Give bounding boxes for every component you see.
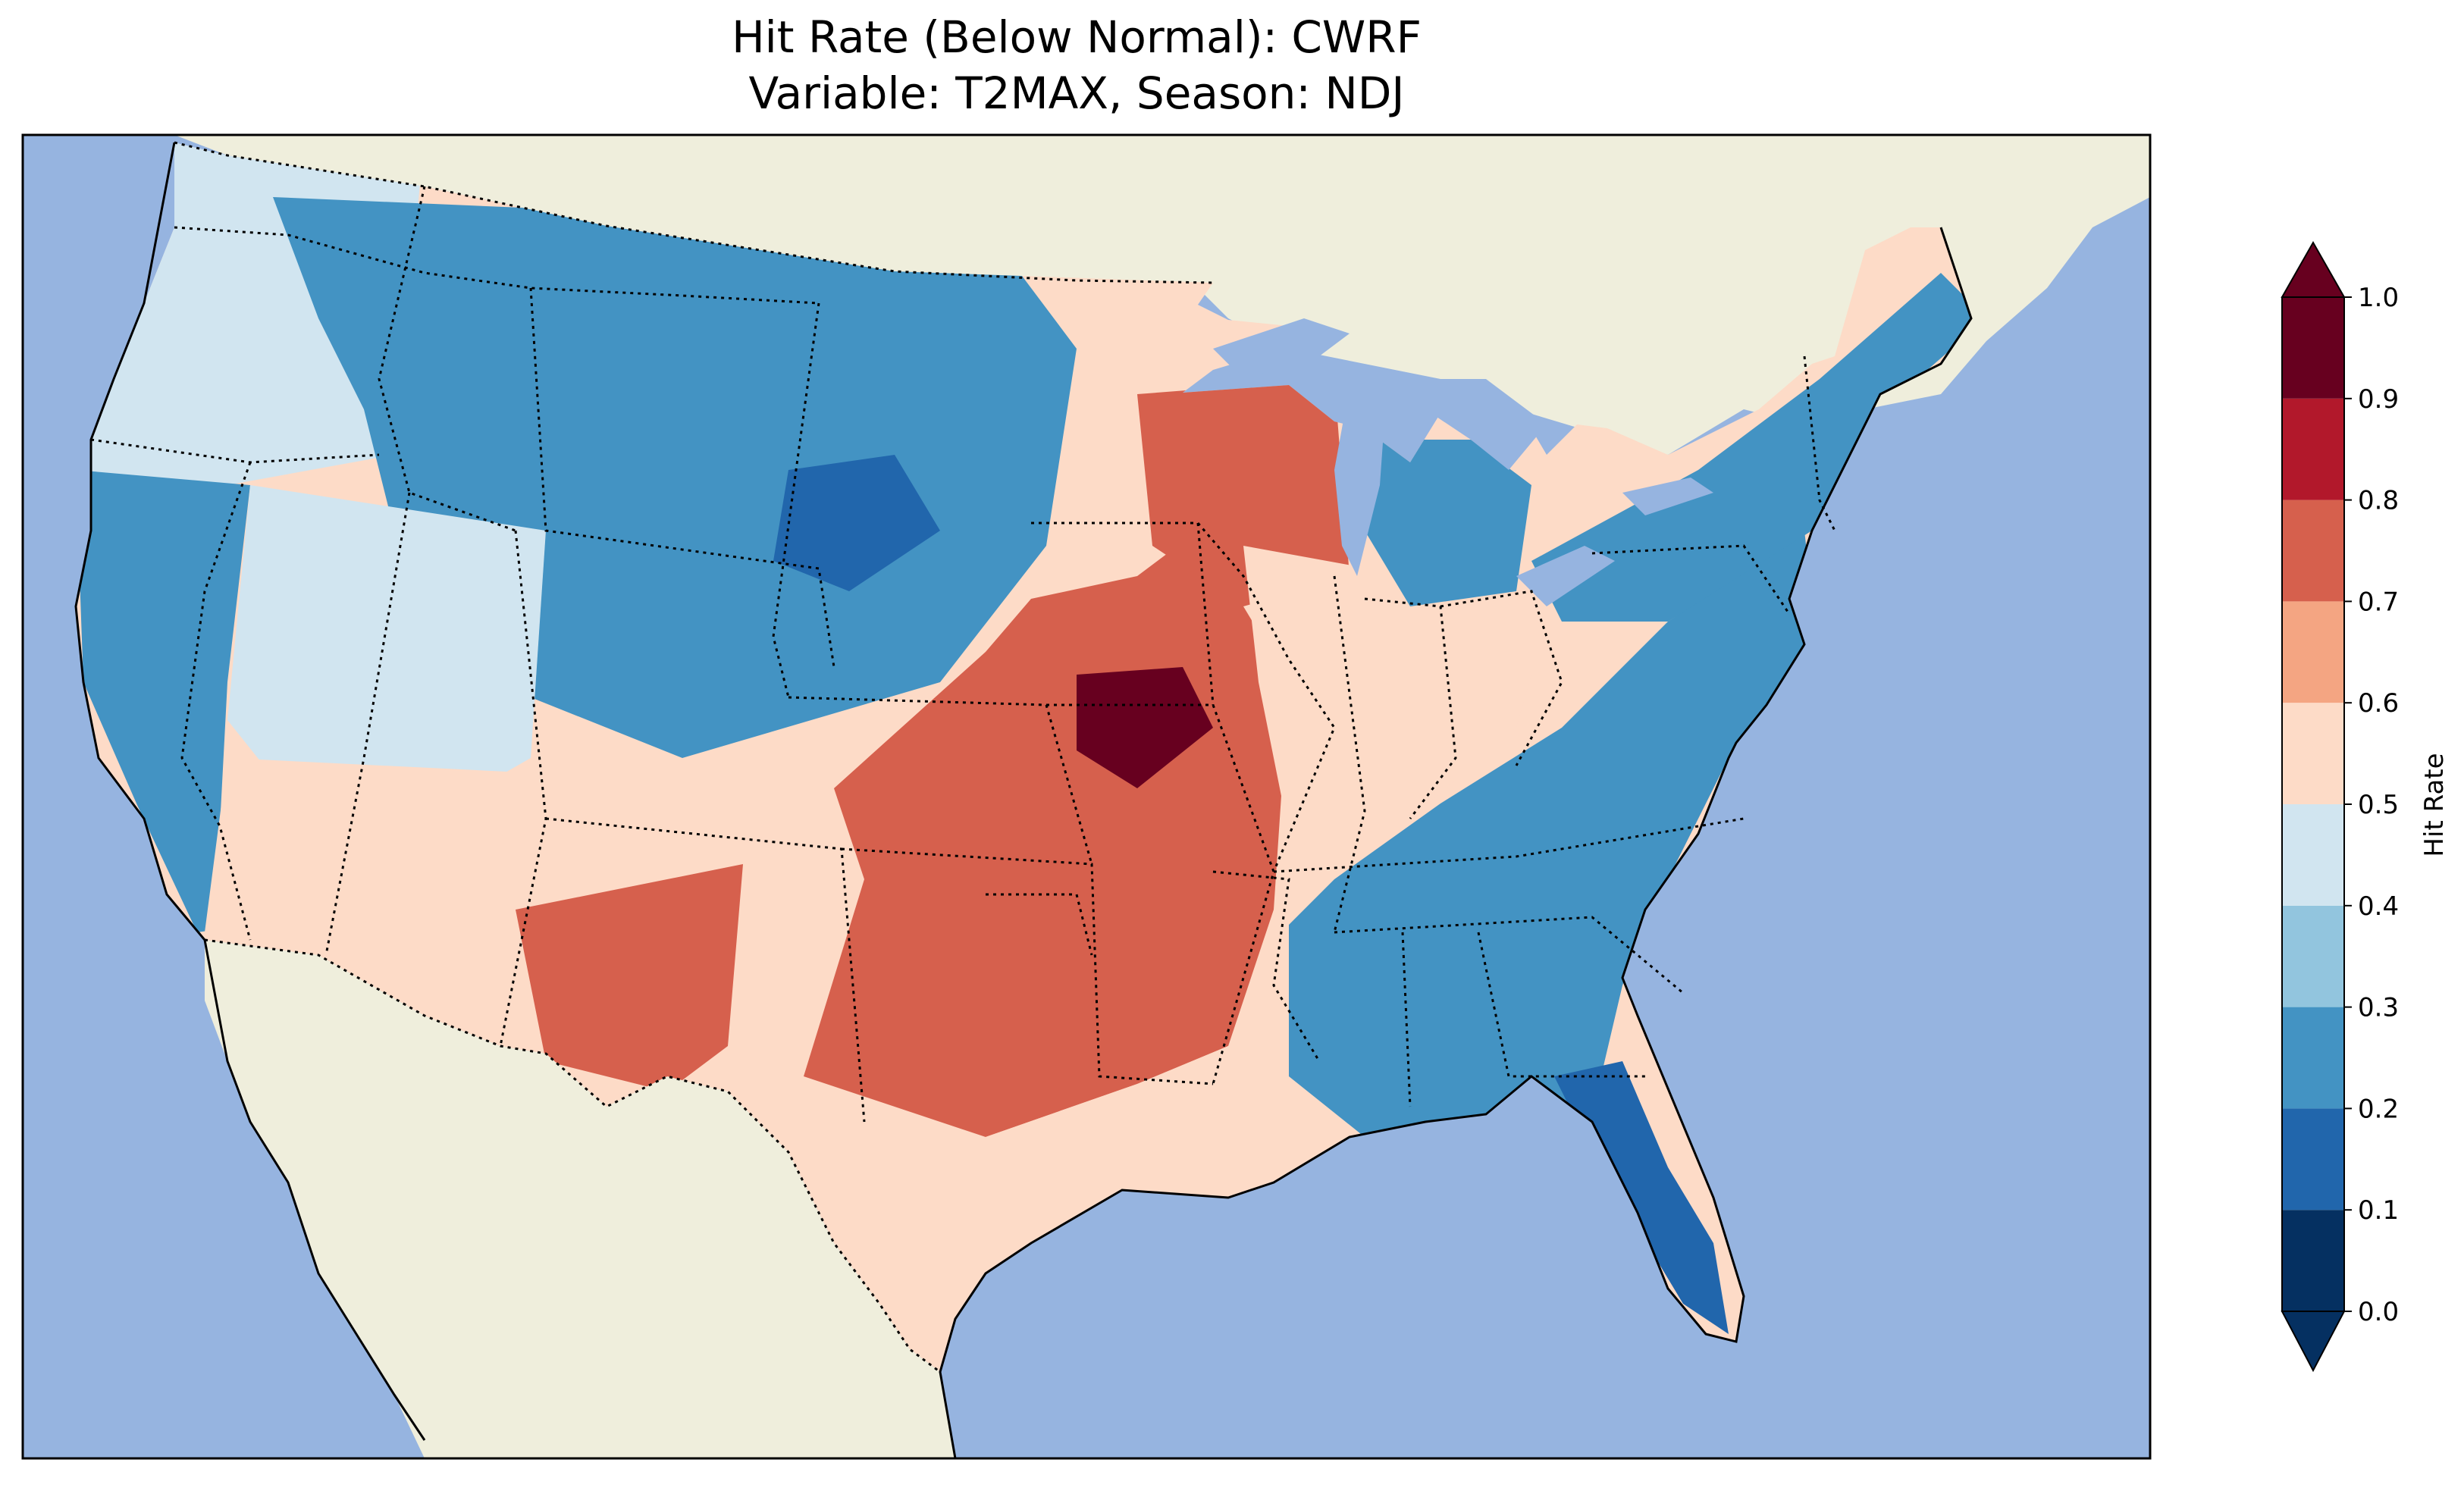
- colorbar-tick-label: 0.0: [2358, 1297, 2399, 1327]
- canada-land: [174, 135, 2150, 455]
- colorbar-tick-label: 1.0: [2358, 283, 2399, 313]
- colorbar-tick-label: 0.2: [2358, 1094, 2399, 1124]
- colorbar-bin: [2282, 703, 2344, 804]
- colorbar-tick-label: 0.4: [2358, 891, 2399, 922]
- great-lakes: [1213, 318, 1713, 606]
- colorbar-bin: [2282, 905, 2344, 1007]
- east-coastline: [939, 227, 1973, 1458]
- region-michigan: [1365, 440, 1531, 606]
- colorbar-bin: [2282, 1210, 2344, 1311]
- colorbar-tick-label: 0.5: [2358, 790, 2399, 820]
- colorbar-bin: [2282, 1108, 2344, 1211]
- us-mexico-border: [204, 938, 941, 1373]
- colorbar-bin: [2282, 1007, 2344, 1109]
- region-gulf-coast-texas: [804, 1046, 1289, 1319]
- colorbar-tick-label: 0.7: [2358, 587, 2399, 617]
- coastline: [74, 142, 426, 1441]
- state-borders: [90, 186, 1836, 1123]
- colorbar-tick-label: 0.3: [2358, 993, 2399, 1023]
- region-iowa-missouri-peak: [1077, 667, 1213, 788]
- region-florida-peninsula: [1554, 1061, 1729, 1334]
- colorbar-bin: [2282, 297, 2344, 399]
- region-southeast: [1289, 531, 1820, 1137]
- colorbar-bin: [2282, 500, 2344, 602]
- colorbar-bin: [2282, 398, 2344, 500]
- colorbar-tick-label: 0.6: [2358, 688, 2399, 719]
- region-great-basin: [227, 485, 546, 834]
- colorbar-tick-label: 0.9: [2358, 384, 2399, 415]
- mexico-land: [205, 940, 955, 1458]
- region-wisconsin: [1137, 379, 1350, 606]
- region-illinois-indiana: [1243, 546, 1547, 894]
- map-frame: [21, 133, 2152, 1460]
- region-new-mexico-texas-west: [516, 864, 743, 1092]
- plot-title-line-2: Variable: T2MAX, Season: NDJ: [748, 67, 1405, 119]
- colorbar-tick-label: 0.8: [2358, 486, 2399, 516]
- colorbar-tick-label: 0.1: [2358, 1195, 2399, 1226]
- colorbar-bin: [2282, 601, 2344, 703]
- colorbar-bin: [2282, 804, 2344, 906]
- colorbar-extend-under: [2281, 1311, 2346, 1373]
- region-wyoming-core: [773, 455, 940, 591]
- plot-title-line-1: Hit Rate (Below Normal): CWRF: [732, 11, 1422, 63]
- us-canada-border: [174, 141, 1214, 284]
- colorbar-label: Hit Rate: [2419, 753, 2450, 857]
- region-northeast: [1531, 273, 1971, 622]
- colorbar-extend-over: [2281, 240, 2346, 298]
